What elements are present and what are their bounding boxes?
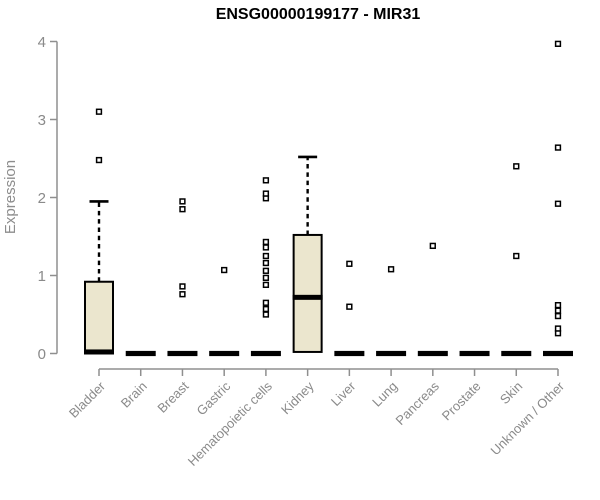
- outlier-point: [179, 283, 186, 290]
- outlier-point: [179, 198, 186, 205]
- outlier-point: [262, 305, 270, 313]
- outlier-point: [554, 307, 562, 314]
- outlier-point: [262, 274, 270, 281]
- x-tick-label-breast: Breast: [154, 378, 191, 415]
- box-series: [84, 40, 573, 357]
- outlier-point: [262, 281, 270, 289]
- x-tick-label-kidney: Kidney: [278, 378, 317, 417]
- outlier-point: [262, 252, 270, 260]
- x-tick-label-liver: Liver: [328, 378, 359, 409]
- outlier-point: [387, 266, 395, 273]
- outlier-point: [429, 242, 436, 250]
- y-tick-label: 3: [38, 112, 46, 129]
- median-line: [542, 350, 573, 357]
- outlier-point: [95, 108, 103, 115]
- box-breast: [167, 198, 198, 357]
- x-tick-label-prostate: Prostate: [439, 379, 484, 424]
- box-rect: [84, 280, 114, 355]
- x-tick-label-bladder: Bladder: [66, 378, 109, 421]
- box-rect: [292, 233, 323, 353]
- median-line: [334, 350, 365, 357]
- x-tick-label-skin: Skin: [497, 379, 525, 407]
- box-pancreas: [417, 242, 448, 357]
- box-unknown-other: [542, 40, 573, 357]
- median-line: [501, 350, 532, 357]
- outlier-point: [554, 312, 562, 320]
- outlier-point: [262, 244, 270, 251]
- y-tick-label: 1: [38, 268, 46, 285]
- box-prostate: [459, 350, 490, 357]
- y-axis-label: Expression: [2, 160, 19, 234]
- outlier-point: [179, 291, 186, 298]
- outlier-point: [346, 260, 353, 267]
- outlier-point: [221, 266, 228, 274]
- x-tick-label-pancreas: Pancreas: [392, 378, 442, 428]
- outlier-point: [346, 303, 353, 310]
- median-line: [250, 350, 281, 357]
- outlier-point: [554, 144, 562, 151]
- box-bladder: [84, 108, 114, 355]
- outlier-point: [262, 299, 270, 306]
- median-line: [84, 349, 114, 355]
- box-kidney: [292, 155, 323, 353]
- outlier-point: [554, 325, 562, 332]
- median-line: [376, 350, 407, 357]
- median-line: [417, 350, 448, 357]
- median-line: [167, 350, 198, 357]
- median-line: [459, 350, 490, 357]
- outlier-point: [262, 259, 270, 267]
- outlier-point: [513, 163, 520, 170]
- median-line: [125, 350, 156, 357]
- outlier-point: [554, 40, 562, 47]
- outlier-point: [554, 301, 562, 309]
- y-tick-label: 0: [38, 346, 46, 363]
- outlier-point: [554, 200, 562, 207]
- outlier-point: [262, 267, 270, 274]
- box-hematopoietic-cells: [250, 177, 281, 357]
- median-line: [292, 294, 323, 300]
- outlier-point: [513, 252, 520, 260]
- x-tick-label-brain: Brain: [118, 379, 150, 411]
- box-lung: [376, 266, 407, 357]
- outlier-point: [262, 311, 270, 318]
- outlier-point: [262, 238, 270, 246]
- median-line: [209, 350, 240, 357]
- box-brain: [125, 350, 156, 357]
- x-tick-label-unknown-other: Unknown / Other: [488, 378, 568, 458]
- chart-title: ENSG00000199177 - MIR31: [216, 6, 421, 23]
- outlier-point: [179, 206, 186, 213]
- outlier-point: [262, 190, 270, 197]
- y-tick-label: 2: [38, 190, 46, 207]
- outlier-point: [95, 156, 103, 164]
- box-gastric: [209, 266, 240, 357]
- y-tick-label: 4: [38, 34, 46, 51]
- x-tick-label-gastric: Gastric: [194, 378, 234, 418]
- x-tick-label-lung: Lung: [369, 379, 400, 410]
- box-liver: [334, 260, 365, 357]
- box-skin: [501, 163, 532, 357]
- outlier-point: [262, 177, 270, 184]
